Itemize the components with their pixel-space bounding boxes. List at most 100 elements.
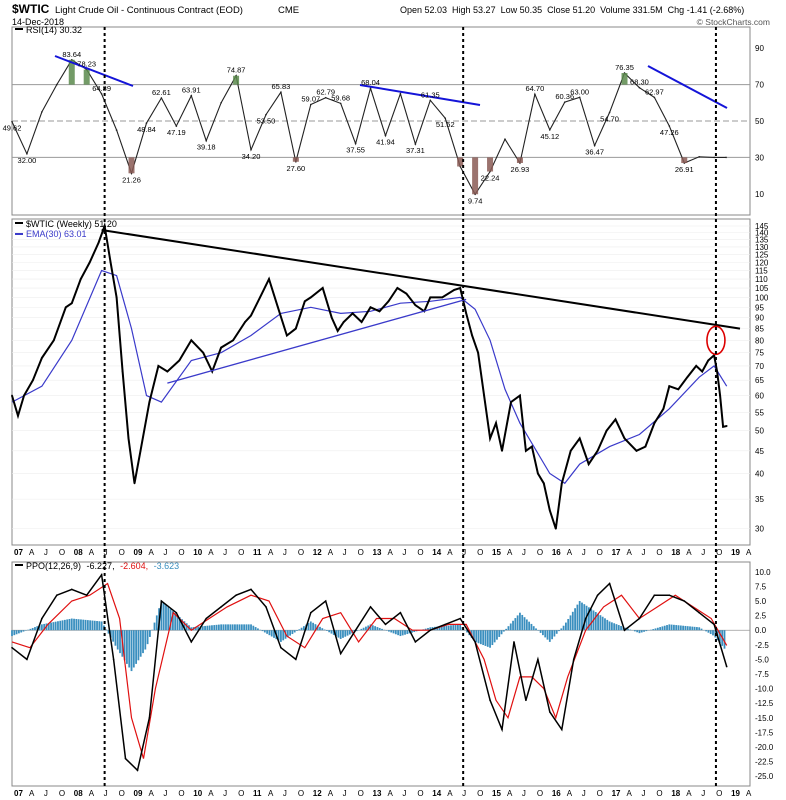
- rsi-y-tick: 90: [755, 44, 764, 53]
- ppo-point: [112, 658, 115, 661]
- x-tick-label: O: [597, 548, 603, 557]
- x-tick-label: J: [104, 789, 108, 798]
- ppo-histogram-bar: [652, 629, 655, 631]
- price-point: [519, 394, 521, 397]
- ppo-histogram-bar: [54, 621, 57, 631]
- x-tick-label: O: [537, 548, 543, 557]
- price-y-tick: 80: [755, 336, 764, 345]
- ppo-histogram-bar: [673, 624, 675, 631]
- rsi-point: [309, 103, 312, 106]
- x-tick-label: O: [597, 789, 603, 798]
- rsi-point: [280, 91, 282, 93]
- ppo-histogram-bar: [546, 630, 549, 640]
- ppo-histogram-bar: [686, 626, 689, 631]
- ppo-histogram-bar: [371, 625, 374, 631]
- ppo-histogram-bar: [528, 621, 531, 631]
- ppo-histogram-bar: [257, 628, 259, 631]
- ppo-histogram-bar: [712, 630, 714, 636]
- ppo-histogram-bar: [40, 624, 43, 631]
- rsi-value-label: 9.74: [468, 196, 483, 205]
- price-point: [52, 339, 55, 342]
- ppo-histogram-bar: [139, 630, 142, 657]
- ppo-histogram-bar: [68, 618, 71, 631]
- ppo-histogram-bar: [174, 613, 177, 631]
- ppo-histogram-bar: [484, 630, 487, 646]
- price-point: [560, 482, 563, 485]
- rsi-trendline-2013: [359, 84, 481, 106]
- price-point: [429, 296, 432, 299]
- ppo-histogram-bar: [620, 625, 622, 631]
- ppo-y-tick: 5.0: [755, 597, 767, 606]
- ppo-signal-line: [11, 582, 728, 759]
- price-point: [569, 449, 572, 452]
- ppo-histogram-bar: [270, 630, 273, 637]
- rsi-point: [205, 139, 208, 142]
- ppo-histogram-bar: [512, 620, 514, 631]
- price-y-tick: 110: [755, 275, 768, 284]
- ppo-y-tick: -20.0: [755, 743, 774, 752]
- x-tick-label: 13: [373, 789, 382, 798]
- rsi-point: [549, 129, 551, 131]
- ppo-histogram-bar: [20, 630, 23, 633]
- price-point: [70, 302, 73, 305]
- price-point: [115, 296, 118, 299]
- ppo-histogram-bar: [539, 630, 542, 633]
- ppo-point: [205, 617, 208, 620]
- rsi-value-label: 68.30: [630, 78, 649, 87]
- ppo-histogram-bar: [551, 630, 554, 640]
- ppo-histogram-bar: [597, 613, 599, 631]
- x-tick-label: O: [119, 789, 125, 798]
- price-y-tick: 120: [755, 258, 769, 267]
- rsi-point: [504, 138, 506, 140]
- ppo-point: [399, 611, 402, 614]
- ppo-histogram-bar: [576, 604, 579, 631]
- ppo-histogram-bar: [578, 601, 581, 631]
- rsi-value-label: 45.12: [540, 132, 559, 141]
- ema-legend: EMA(30) 63.01: [26, 229, 87, 239]
- ppo-histogram-bar: [89, 620, 92, 631]
- ppo-histogram-bar: [636, 630, 639, 633]
- price-point: [495, 422, 497, 424]
- x-tick-label: A: [567, 548, 573, 557]
- ppo-histogram-bar: [629, 629, 632, 631]
- rsi-value-label: 62.97: [645, 87, 664, 96]
- ppo-histogram-bar: [452, 625, 455, 631]
- ppo-histogram-bar: [489, 630, 491, 648]
- x-tick-label: O: [477, 789, 483, 798]
- ppo-histogram-bar: [107, 630, 110, 634]
- ppo-histogram-bar: [376, 627, 379, 631]
- price-y-tick: 105: [755, 284, 769, 293]
- price-y-tick: 50: [755, 427, 764, 436]
- ppo-histogram-bar: [558, 630, 560, 632]
- ppo-histogram-bar: [709, 630, 712, 635]
- price-point: [232, 339, 235, 342]
- rsi-value-label: 47.19: [167, 128, 186, 137]
- ppo-histogram-bar: [282, 630, 285, 641]
- ppo-histogram-bar: [84, 619, 87, 631]
- ppo-histogram-bar: [277, 630, 280, 641]
- ppo-histogram-bar: [114, 630, 117, 646]
- ppo-y-tick: -15.0: [755, 714, 774, 723]
- price-point: [677, 388, 680, 391]
- price-point: [139, 449, 142, 452]
- x-tick-label: A: [447, 548, 453, 557]
- ppo-histogram-bar: [204, 625, 206, 631]
- chart-exchange: CME: [278, 5, 299, 16]
- x-tick-label: 11: [253, 548, 262, 557]
- rsi-value-label: 37.31: [406, 146, 425, 155]
- rsi-value-label: 22.24: [481, 174, 500, 183]
- ppo-histogram-bar: [355, 630, 358, 632]
- ppo-histogram-bar: [314, 624, 317, 631]
- ppo-histogram-bar: [479, 630, 482, 645]
- ppo-point: [525, 699, 527, 702]
- price-point: [701, 370, 704, 373]
- ppo-histogram-bar: [493, 630, 496, 643]
- x-tick-label: O: [656, 789, 662, 798]
- price-point: [342, 321, 345, 323]
- ppo-y-tick: -25.0: [755, 772, 774, 781]
- price-point: [351, 312, 354, 315]
- ppo-histogram-bar: [360, 628, 363, 631]
- price-point: [548, 509, 551, 512]
- ppo-point: [235, 594, 237, 596]
- x-tick-label: J: [44, 548, 48, 557]
